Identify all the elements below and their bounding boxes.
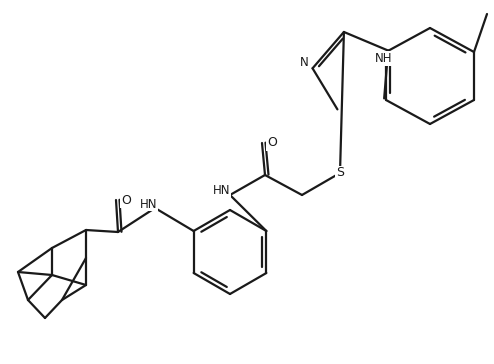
Text: HN: HN [212, 185, 230, 198]
Text: O: O [267, 136, 277, 150]
Text: O: O [121, 194, 131, 206]
Text: N: N [300, 56, 309, 69]
Text: HN: HN [139, 198, 157, 210]
Text: S: S [336, 166, 344, 179]
Text: NH: NH [374, 52, 392, 65]
